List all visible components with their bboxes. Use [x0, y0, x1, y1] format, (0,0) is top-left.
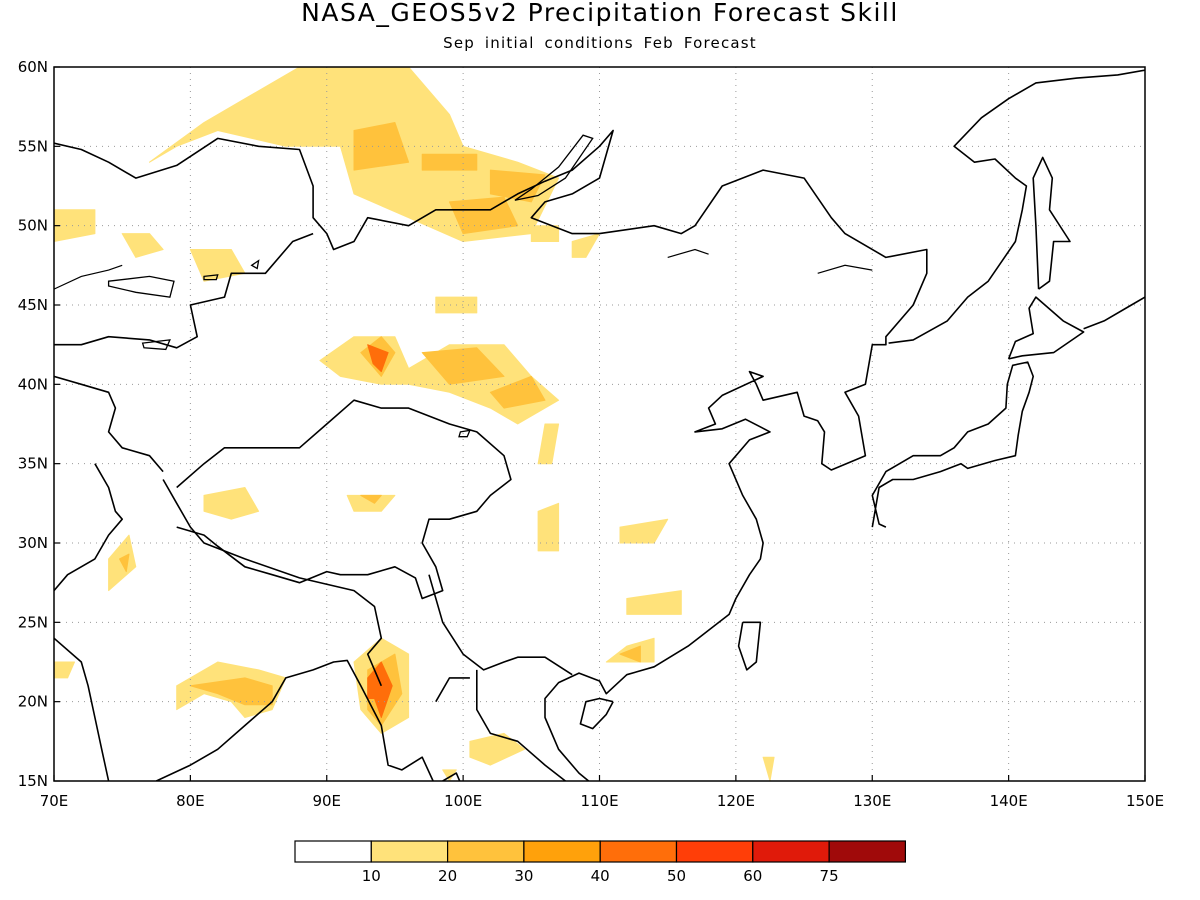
x-tick-label: 150E [1126, 792, 1164, 810]
colorbar-swatch [294, 840, 372, 863]
lake-outline [458, 429, 471, 438]
x-tick-label: 120E [717, 792, 755, 810]
colorbar-label: 50 [667, 867, 686, 885]
y-tick-label: 60N [18, 58, 48, 76]
skill-region-16 [537, 423, 560, 465]
skill-region-35 [762, 756, 775, 781]
colorbar-swatch [828, 840, 906, 863]
colorbar-swatch [447, 840, 525, 863]
colorbar-label: 30 [514, 867, 533, 885]
coastline [54, 375, 164, 473]
colorbar-label: 40 [591, 867, 610, 885]
x-tick-label: 140E [990, 792, 1028, 810]
skill-region-8 [530, 225, 560, 242]
skill-region-6 [121, 233, 164, 258]
skill-region-14 [489, 375, 546, 409]
skill-region-3 [449, 196, 519, 235]
x-tick-label: 90E [312, 792, 341, 810]
skill-region-15 [367, 344, 389, 373]
colorbar-swatch [752, 840, 830, 863]
colorbar-label: 75 [820, 867, 839, 885]
y-tick-label: 50N [18, 217, 48, 235]
y-tick-label: 15N [18, 772, 48, 790]
skill-region-13 [421, 347, 505, 385]
coastlines [54, 69, 1145, 781]
coastline [162, 479, 383, 687]
skill-region-24 [626, 590, 682, 615]
y-tick-label: 30N [18, 534, 48, 552]
y-tick-label: 35N [18, 455, 48, 473]
coastline [1083, 296, 1145, 330]
skill-region-1 [353, 122, 410, 171]
y-tick-label: 40N [18, 375, 48, 393]
chart-title: NASA_GEOS5v2 Precipitation Forecast Skil… [301, 0, 899, 27]
skill-region-9 [571, 233, 600, 258]
river-line [54, 264, 123, 290]
x-tick-label: 80E [176, 792, 205, 810]
skill-region-32 [469, 732, 525, 766]
coastline [579, 697, 614, 730]
skill-region-34 [54, 661, 75, 679]
y-tick-label: 25N [18, 613, 48, 631]
lake-outline [514, 134, 594, 201]
skill-region-2 [421, 153, 478, 171]
colorbar-swatch [599, 840, 678, 863]
skill-region-20 [537, 502, 560, 552]
chart-subtitle: Sep initial conditions Feb Forecast [443, 34, 757, 52]
coastline [54, 232, 314, 349]
coastline [54, 463, 123, 592]
colorbar-label: 10 [362, 867, 381, 885]
lake-outline [141, 339, 171, 351]
colorbar-swatch [675, 840, 754, 863]
river-line [817, 264, 873, 274]
y-tick-label: 55N [18, 137, 48, 155]
x-tick-label: 130E [853, 792, 891, 810]
skill-region-26 [619, 645, 641, 663]
coastline [176, 399, 512, 600]
river-line [667, 248, 709, 258]
coastline [54, 637, 110, 781]
y-tick-label: 20N [18, 693, 48, 711]
skill-region-28 [189, 677, 273, 706]
skill-region-4 [489, 169, 546, 203]
colorbar-swatch [523, 840, 601, 863]
lake-outline [203, 274, 219, 281]
y-tick-label: 45N [18, 296, 48, 314]
coastline [1032, 156, 1071, 290]
coastline [442, 772, 461, 781]
y-axis-ticks: 60N 55N 50N 45N 40N 35N 30N 25N 20N 15N [18, 58, 60, 790]
lake-outline [107, 275, 175, 298]
skill-region-5 [54, 209, 96, 242]
colorbar: 10 20 30 40 50 60 75 [294, 840, 906, 885]
coastline [737, 621, 762, 671]
skill-regions [54, 67, 775, 781]
skill-region-23 [119, 553, 130, 573]
colorbar-swatch [370, 840, 449, 863]
skill-region-19 [360, 494, 382, 504]
x-tick-label: 100E [444, 792, 482, 810]
x-axis-ticks: 70E 80E 90E 100E 110E 120E 130E 140E 150E [40, 775, 1164, 810]
skill-region-21 [619, 518, 669, 544]
coastline [155, 659, 434, 781]
colorbar-label: 20 [438, 867, 457, 885]
coastline [475, 669, 566, 781]
coastline [435, 677, 470, 703]
coastline [888, 69, 1145, 344]
gridlines [54, 67, 1145, 781]
coastline [54, 129, 928, 781]
skill-region-17 [203, 487, 260, 520]
coastline [428, 574, 573, 676]
colorbar-label: 60 [743, 867, 762, 885]
x-tick-label: 110E [580, 792, 618, 810]
x-tick-label: 70E [40, 792, 69, 810]
coastline [1007, 296, 1085, 360]
coastline [871, 361, 1034, 528]
lake-outline [250, 259, 260, 270]
